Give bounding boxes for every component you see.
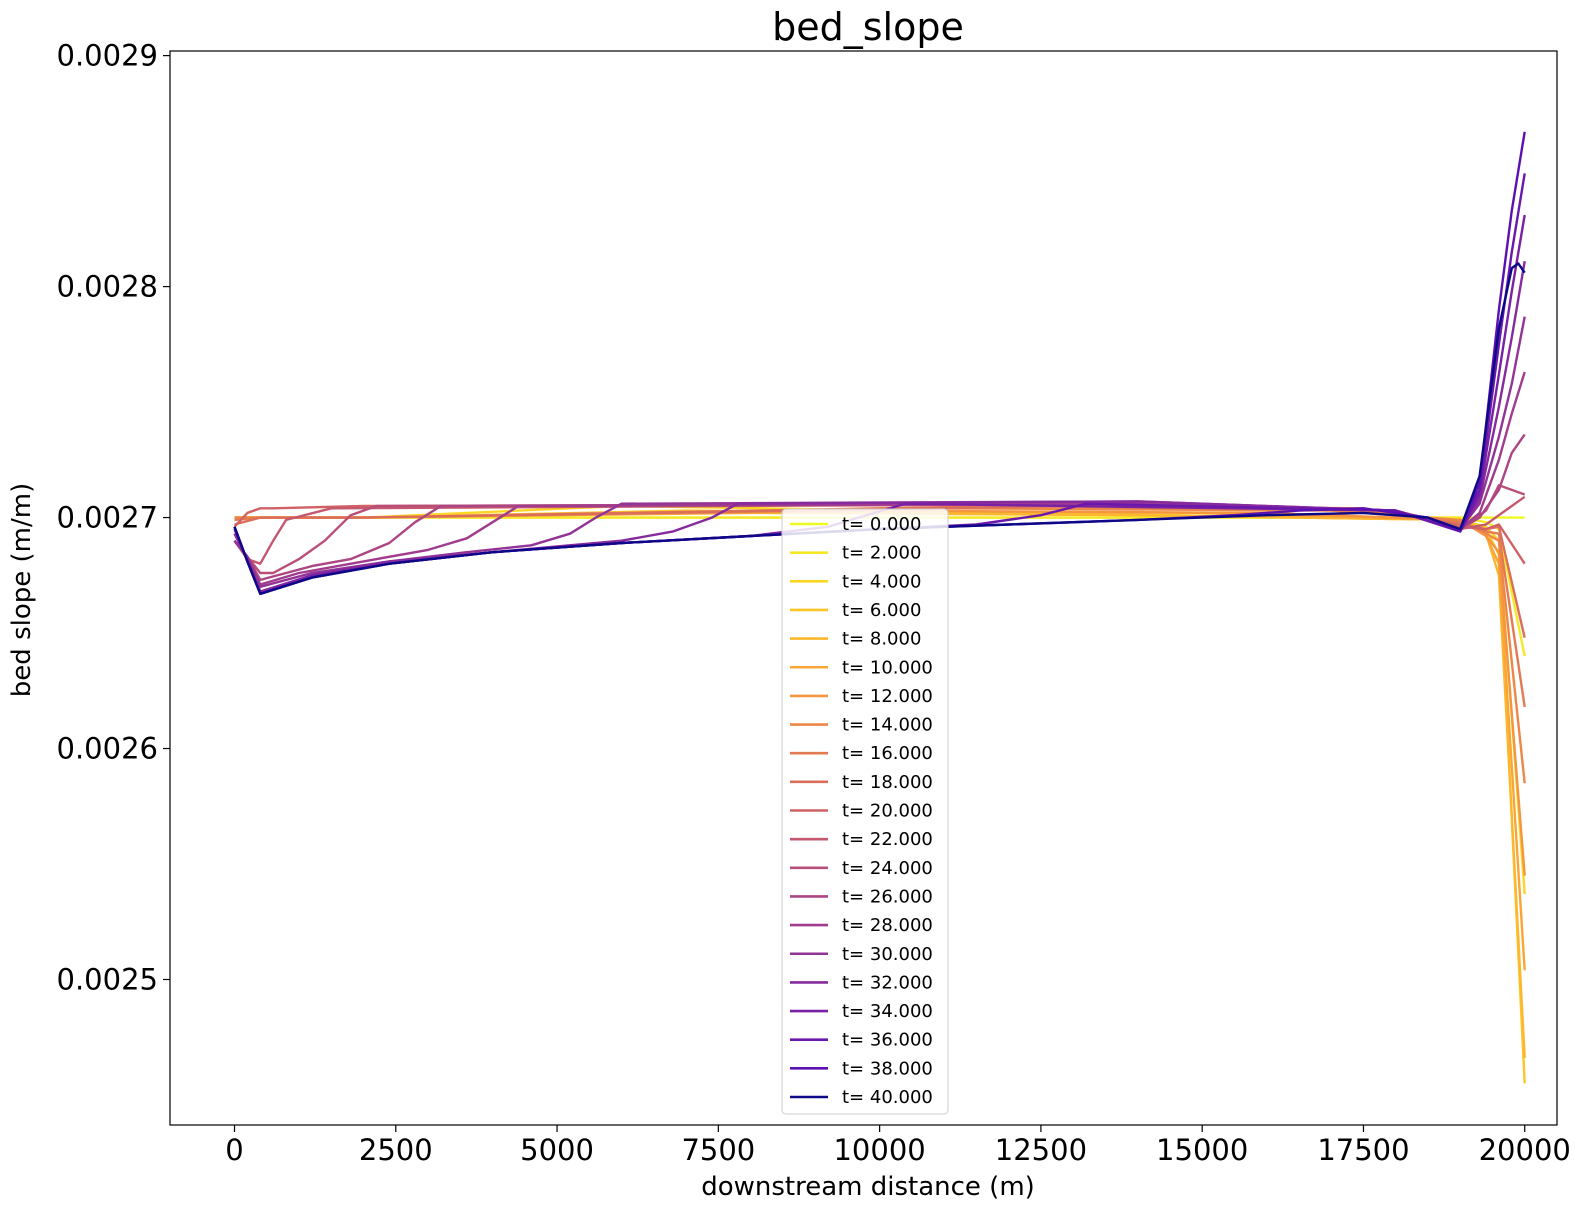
legend-entry: t= 36.000 — [842, 1030, 933, 1051]
legend-entry: t= 20.000 — [842, 801, 933, 822]
legend-entry: t= 0.000 — [842, 514, 921, 535]
y-tick-label: 0.0028 — [57, 270, 158, 304]
x-tick-label: 20000 — [1479, 1133, 1571, 1167]
x-tick-label: 7500 — [681, 1133, 755, 1167]
x-tick-label: 0 — [225, 1133, 243, 1167]
x-tick-label: 10000 — [833, 1133, 925, 1167]
x-tick-label: 2500 — [359, 1133, 433, 1167]
x-tick-label: 12500 — [995, 1133, 1087, 1167]
legend-entry: t= 28.000 — [842, 915, 933, 936]
legend-entry: t= 30.000 — [842, 944, 933, 965]
legend-entry: t= 8.000 — [842, 629, 921, 650]
y-axis-label: bed slope (m/m) — [7, 483, 37, 697]
y-tick-label: 0.0029 — [57, 39, 158, 73]
x-tick-label: 17500 — [1317, 1133, 1409, 1167]
legend-entry: t= 34.000 — [842, 1001, 933, 1022]
series-line-14 — [233, 371, 1526, 586]
legend-entry: t= 14.000 — [842, 715, 933, 736]
x-tick-label: 5000 — [520, 1133, 594, 1167]
legend: t= 0.000 t= 2.000 t= 4.000 t= 6.000 t= 8.000… — [781, 508, 949, 1115]
series-line-13 — [233, 433, 1526, 582]
legend-entry: t= 38.000 — [842, 1058, 933, 1079]
y-tick-label: 0.0026 — [57, 732, 158, 766]
legend-entry: t= 18.000 — [842, 772, 933, 793]
legend-box — [781, 508, 949, 1115]
y-axis: 0.0025 0.0026 0.0027 0.0028 0.0029 — [57, 39, 170, 996]
x-axis: 0 2500 5000 7500 10000 12500 15000 17500 20000 — [225, 1125, 1571, 1167]
x-tick-label: 15000 — [1156, 1133, 1248, 1167]
y-tick-label: 0.0027 — [57, 501, 158, 535]
legend-entry: t= 40.000 — [842, 1087, 933, 1108]
plot-area — [169, 50, 1558, 1126]
legend-entry: t= 4.000 — [842, 571, 921, 592]
series-layer — [233, 131, 1526, 1084]
legend-entry: t= 22.000 — [842, 829, 933, 850]
series-line-15 — [233, 316, 1526, 588]
legend-entry: t= 6.000 — [842, 600, 921, 621]
legend-entry: t= 16.000 — [842, 743, 933, 764]
legend-entry: t= 24.000 — [842, 858, 933, 879]
legend-entry: t= 10.000 — [842, 657, 933, 678]
y-tick-label: 0.0025 — [57, 962, 158, 996]
legend-entry: t= 12.000 — [842, 686, 933, 707]
legend-entry: t= 32.000 — [842, 972, 933, 993]
series-line-20 — [233, 262, 1526, 595]
legend-entry: t= 26.000 — [842, 886, 933, 907]
legend-entry: t= 2.000 — [842, 543, 921, 564]
x-axis-label: downstream distance (m) — [701, 1172, 1035, 1202]
chart-title: bed_slope — [772, 5, 964, 49]
